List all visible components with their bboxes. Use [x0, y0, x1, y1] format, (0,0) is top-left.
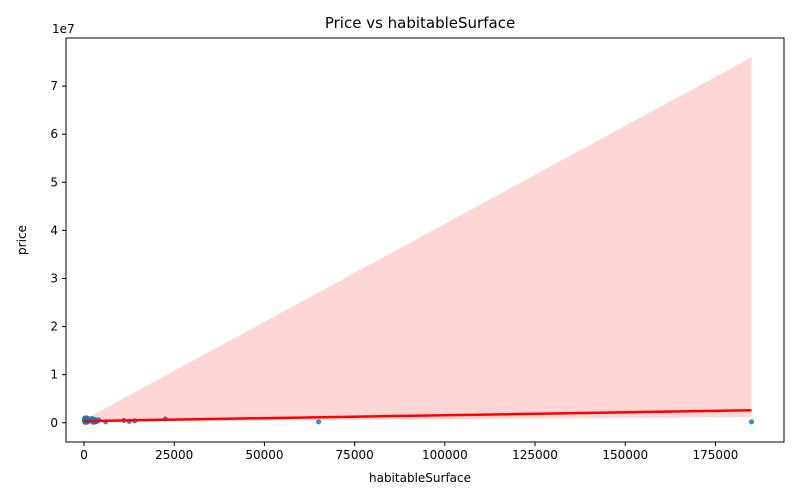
x-tick-label: 0 [80, 448, 88, 462]
x-axis: 0 25000 50000 75000 100000 125000 150000 175000 [80, 442, 738, 462]
x-tick-label: 125000 [512, 448, 558, 462]
data-point [748, 419, 755, 425]
x-tick-label: 150000 [602, 448, 648, 462]
y-tick-label: 1 [50, 368, 58, 382]
y-offset-label: 1e7 [52, 22, 75, 36]
regression-line [84, 409, 752, 423]
x-axis-title: habitableSurface [369, 471, 471, 485]
y-axis: 0 1 2 3 4 5 6 7 [50, 79, 66, 430]
y-tick-label: 7 [50, 79, 58, 93]
y-tick-label: 3 [50, 271, 58, 285]
x-tick-label: 175000 [693, 448, 739, 462]
confidence-band [84, 57, 752, 422]
plot-frame [65, 37, 785, 443]
y-tick-label: 6 [50, 127, 58, 141]
y-tick-label: 4 [50, 223, 58, 237]
x-tick-label: 75000 [336, 448, 374, 462]
x-tick-label: 25000 [155, 448, 193, 462]
y-tick-label: 2 [50, 320, 58, 334]
chart-title: Price vs habitableSurface [325, 14, 515, 32]
data-point [315, 419, 322, 425]
x-tick-label: 100000 [422, 448, 468, 462]
x-tick-label: 50000 [245, 448, 283, 462]
plot-area [81, 57, 755, 425]
y-tick-label: 0 [50, 416, 58, 430]
y-tick-label: 5 [50, 175, 58, 189]
y-axis-title: price [15, 225, 29, 255]
